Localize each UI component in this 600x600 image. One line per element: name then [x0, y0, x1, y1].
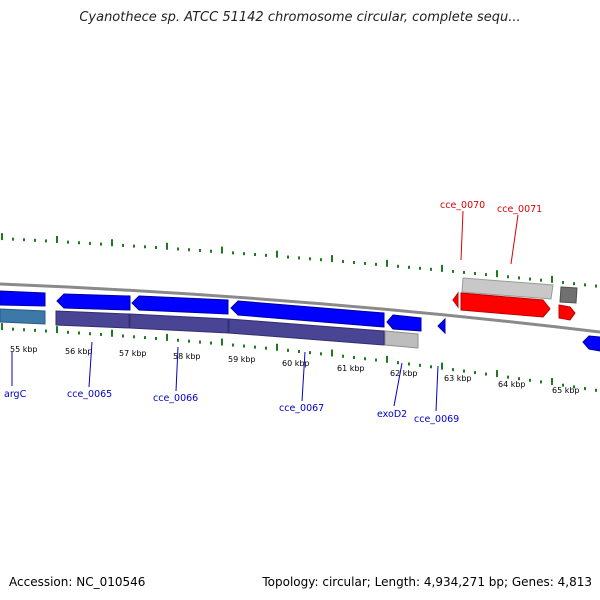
gene-leader-lines [11, 210, 519, 412]
gene-arrow-row [0, 290, 600, 352]
gene-label-cce-0065[interactable]: cce_0065 [67, 389, 112, 400]
gene-cce-0070-arrow[interactable] [460, 292, 551, 318]
cds-exoD2-block[interactable] [384, 330, 419, 349]
cce-0067-leader [301, 351, 306, 402]
gene-label-cce-0070[interactable]: cce_0070 [440, 200, 485, 211]
outer-gene-track [461, 277, 578, 304]
gene-cce-0070-start-marker [452, 291, 459, 309]
cce-0066-leader [175, 346, 179, 392]
gene-exoD2-arrow[interactable] [386, 314, 422, 332]
kbp-label: 63 kbp [444, 374, 472, 383]
gene-label-argC[interactable]: argC [4, 389, 27, 400]
gene-cce-0071-arrow[interactable] [558, 304, 576, 321]
gene-labels: argC cce_0065 cce_0066 cce_0067 exoD2 cc… [4, 200, 542, 425]
gene-cce-0071-track-block[interactable] [559, 286, 578, 304]
gene-argC-arrow[interactable] [0, 290, 46, 307]
kbp-label: 56 kbp [65, 347, 93, 356]
map-title: Cyanothece sp. ATCC 51142 chromosome cir… [79, 10, 521, 25]
cds-track [0, 308, 419, 349]
gene-label-cce-0069[interactable]: cce_0069 [414, 414, 459, 425]
kbp-label: 65 kbp [552, 386, 580, 395]
cce-0071-leader [510, 214, 519, 265]
cds-cce-0067-block[interactable] [228, 318, 385, 346]
gene-label-cce-0066[interactable]: cce_0066 [153, 393, 198, 404]
kbp-label: 61 kbp [337, 364, 365, 373]
inner-tick-row [1, 323, 597, 392]
cce-0069-leader [435, 365, 439, 412]
chromosome-backbone [0, 282, 600, 334]
kbp-label: 57 kbp [119, 349, 147, 358]
kbp-label: 64 kbp [498, 380, 526, 389]
kbp-label: 55 kbp [10, 345, 38, 354]
outer-tick-row [1, 233, 597, 288]
gene-label-cce-0067[interactable]: cce_0067 [279, 403, 324, 414]
kbp-label: 59 kbp [228, 355, 256, 364]
gene-cce-0070-track-block[interactable] [461, 277, 554, 300]
cce-0070-leader [460, 210, 464, 261]
gene-offscreen-arrow[interactable] [582, 335, 600, 352]
accession-label: Accession: NC_010546 [9, 575, 146, 589]
cce-0065-leader [88, 341, 93, 388]
kbp-label: 62 kbp [390, 369, 418, 378]
kbp-axis-labels: 55 kbp 56 kbp 57 kbp 58 kbp 59 kbp 60 kb… [10, 345, 580, 395]
kbp-label: 58 kbp [173, 352, 201, 361]
gene-label-cce-0071[interactable]: cce_0071 [497, 204, 542, 215]
gene-cce-0067-arrow[interactable] [230, 300, 385, 328]
gene-cce-0069-arrow[interactable] [437, 317, 446, 335]
cds-argC-block[interactable] [0, 308, 46, 325]
gene-cce-0065-arrow[interactable] [56, 293, 131, 311]
gene-label-exoD2[interactable]: exoD2 [377, 409, 407, 420]
kbp-label: 60 kbp [282, 359, 310, 368]
topology-summary: Topology: circular; Length: 4,934,271 bp… [262, 575, 592, 589]
exoD2-leader [393, 362, 403, 407]
cds-cce-0065-block[interactable] [55, 310, 130, 329]
cds-cce-0066-block[interactable] [129, 313, 229, 334]
gene-cce-0066-arrow[interactable] [131, 295, 229, 315]
